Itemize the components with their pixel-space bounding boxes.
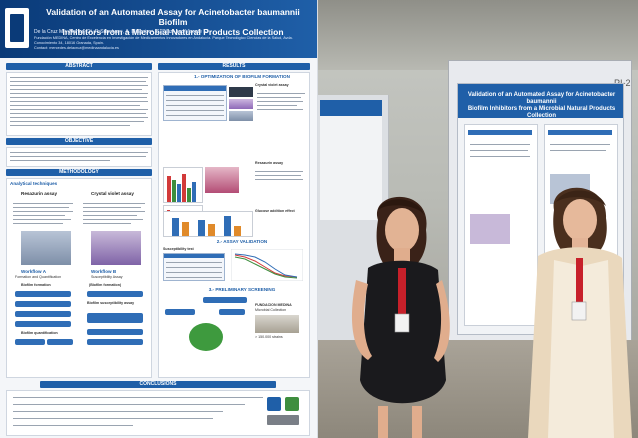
- susceptibility-test-label: Susceptibility test: [163, 247, 194, 251]
- methodology-block: Analytical techniques Resazurin assay Cr…: [6, 178, 152, 378]
- results-section-1-label: 1.- OPTIMIZATION OF BIOFILM FORMATION: [194, 74, 290, 79]
- methodology-heading: METHODOLOGY: [6, 169, 152, 176]
- poster-contact: Contact: mercedes.delacruz@medinaandaluc…: [34, 46, 119, 50]
- objective-heading: OBJECTIVE: [6, 138, 152, 145]
- workflow-b-step-4: [87, 339, 143, 345]
- resazurin-label: Resazurin assay: [21, 191, 58, 196]
- displayed-poster-banner: Validation of an Automated Assay for Aci…: [458, 84, 623, 120]
- susceptibility-table: [163, 253, 225, 281]
- biofilm-formation-label: Biofilm formation: [21, 283, 51, 287]
- plate-photo-3: [229, 111, 253, 121]
- medina-logo: [5, 8, 29, 48]
- poster-banner: Validation of an Automated Assay for Aci…: [0, 0, 317, 58]
- results-section-3-label: 3.- PRELIMINARY SCREENING: [208, 287, 276, 292]
- sponsor-logo-2: [285, 397, 299, 411]
- poster-title-line2: Inhibitors from a Microbial Natural Prod…: [62, 27, 284, 37]
- biofilm-susceptibility-label: Biofilm susceptibility assay: [87, 301, 135, 305]
- resazurin-plate-photo: [205, 167, 239, 193]
- biofilm-formation-b-label: (Biofilm formation): [89, 283, 122, 287]
- workflow-b-step-2: [87, 313, 143, 323]
- displayed-poster-title-line1: Validation of an Automated Assay for Aci…: [467, 92, 616, 105]
- objective-text-block: [6, 147, 152, 167]
- screening-step-right: [219, 309, 245, 315]
- glucose-effect-label: Glucose addition effect: [255, 209, 295, 213]
- crystal-violet-assay-label: Crystal violet assay: [255, 83, 289, 87]
- results-section-2-label: 2.- ASSAY VALIDATION: [216, 239, 268, 244]
- workflow-a-step-6: [47, 339, 73, 345]
- poster-title-line1: Validation of an Automated Assay for Aci…: [46, 7, 300, 27]
- poster-affiliation: Fundación MEDINA, Centro de Excelencia e…: [34, 36, 312, 51]
- fundacion-medina-label: FUNDACION MEDINA: [255, 303, 292, 307]
- microbial-collection-label: Microbial Collection: [255, 308, 287, 312]
- screening-hits-circle: [189, 323, 223, 351]
- strains-count: > 150.000 strains: [255, 335, 283, 339]
- abstract-text-block: [6, 72, 152, 136]
- resazurin-assay-label: Resazurin assay: [255, 161, 284, 165]
- workflow-b-sub: Susceptibility Assay: [91, 275, 123, 279]
- resazurin-chart-thumbnail: [163, 167, 203, 203]
- results-block: 1.- OPTIMIZATION OF BIOFILM FORMATION Cr…: [158, 72, 310, 378]
- optimization-table: [163, 85, 227, 121]
- presenter-right: [528, 187, 632, 438]
- poster-affiliation-text: Fundación MEDINA, Centro de Excelencia e…: [34, 36, 293, 45]
- workflow-a-step-1: [15, 291, 71, 297]
- resazurin-plate-image: [21, 231, 71, 265]
- susceptibility-curve-chart: [231, 249, 303, 281]
- workflow-a-step-2: [15, 301, 71, 307]
- conference-photo: PI-2 Validation of an Automated Assay fo…: [318, 0, 638, 438]
- displayed-poster-title-line2: Biofilm Inhibitors from a Microbial Natu…: [467, 106, 616, 119]
- workflow-b-step-3: [87, 329, 143, 335]
- screening-step-top: [203, 297, 247, 303]
- displayed-poster-title: Validation of an Automated Assay for Aci…: [464, 92, 619, 120]
- abstract-heading: ABSTRACT: [6, 63, 152, 70]
- plate-photo-1: [229, 87, 253, 97]
- glucose-chart: [163, 211, 253, 237]
- poster-authors: De la Cruz M.¹, Martos Cl², P. Sánchez ¹…: [34, 29, 209, 35]
- conclusions-heading: CONCLUSIONS: [40, 381, 276, 388]
- plate-photo-2: [229, 99, 253, 109]
- crystal-violet-plate-image: [91, 231, 141, 265]
- biofilm-quantification-label: Biofilm quantification: [21, 331, 58, 335]
- adjacent-poster: [320, 100, 382, 220]
- results-heading: RESULTS: [158, 63, 310, 70]
- poster-image: Validation of an Automated Assay for Aci…: [0, 0, 318, 438]
- workflow-a-step-5: [15, 339, 45, 345]
- collection-photo: [255, 315, 299, 333]
- crystal-violet-label: Crystal violet assay: [91, 191, 134, 196]
- workflow-b-step-1: [87, 291, 143, 297]
- ceiling: [318, 0, 638, 70]
- workflow-a-sub: Formation and Quantification: [15, 275, 62, 279]
- workflow-a-step-3: [15, 311, 71, 317]
- workflow-a-label: Workflow A: [21, 269, 47, 274]
- analytical-techniques-label: Analytical techniques: [10, 181, 58, 186]
- screening-step-left: [165, 309, 195, 315]
- sponsor-logo-3: [267, 415, 299, 425]
- conclusions-block: [6, 390, 310, 436]
- workflow-b-label: Workflow B: [91, 269, 117, 274]
- poster-title: Validation of an Automated Assay for Aci…: [34, 7, 312, 37]
- presenter-left: [352, 196, 450, 438]
- workflow-a-step-4: [15, 321, 71, 327]
- sponsor-logo-1: [267, 397, 281, 411]
